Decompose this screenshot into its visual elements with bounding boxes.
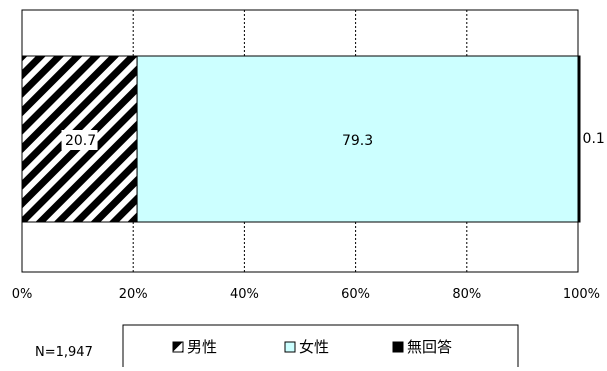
data-label: 20.7 [65, 133, 96, 149]
legend: 男性 女性 無回答 [122, 324, 519, 371]
x-tick-label: 100% [563, 287, 600, 302]
x-tick-label: 20% [119, 287, 148, 302]
data-label-background [61, 130, 98, 150]
legend-label: 女性 [299, 338, 329, 356]
x-tick-label: 40% [230, 287, 259, 302]
x-tick-label: 60% [341, 287, 370, 302]
bar-segment-3 [577, 55, 581, 223]
bar-segment-1 [21, 55, 138, 223]
legend-marker [172, 341, 184, 353]
sample-size-label: N=1,947 [35, 345, 93, 360]
data-label: 79.3 [342, 133, 373, 149]
data-label: 0.1 [583, 131, 605, 147]
x-tick-label: 80% [452, 287, 481, 302]
legend-label: 無回答 [407, 338, 452, 356]
legend-marker [284, 341, 296, 353]
x-tick-label: 0% [12, 287, 33, 302]
legend-marker [392, 341, 404, 353]
legend-box [122, 324, 519, 371]
legend-label: 男性 [187, 338, 217, 356]
bar-segment-2 [136, 55, 579, 223]
